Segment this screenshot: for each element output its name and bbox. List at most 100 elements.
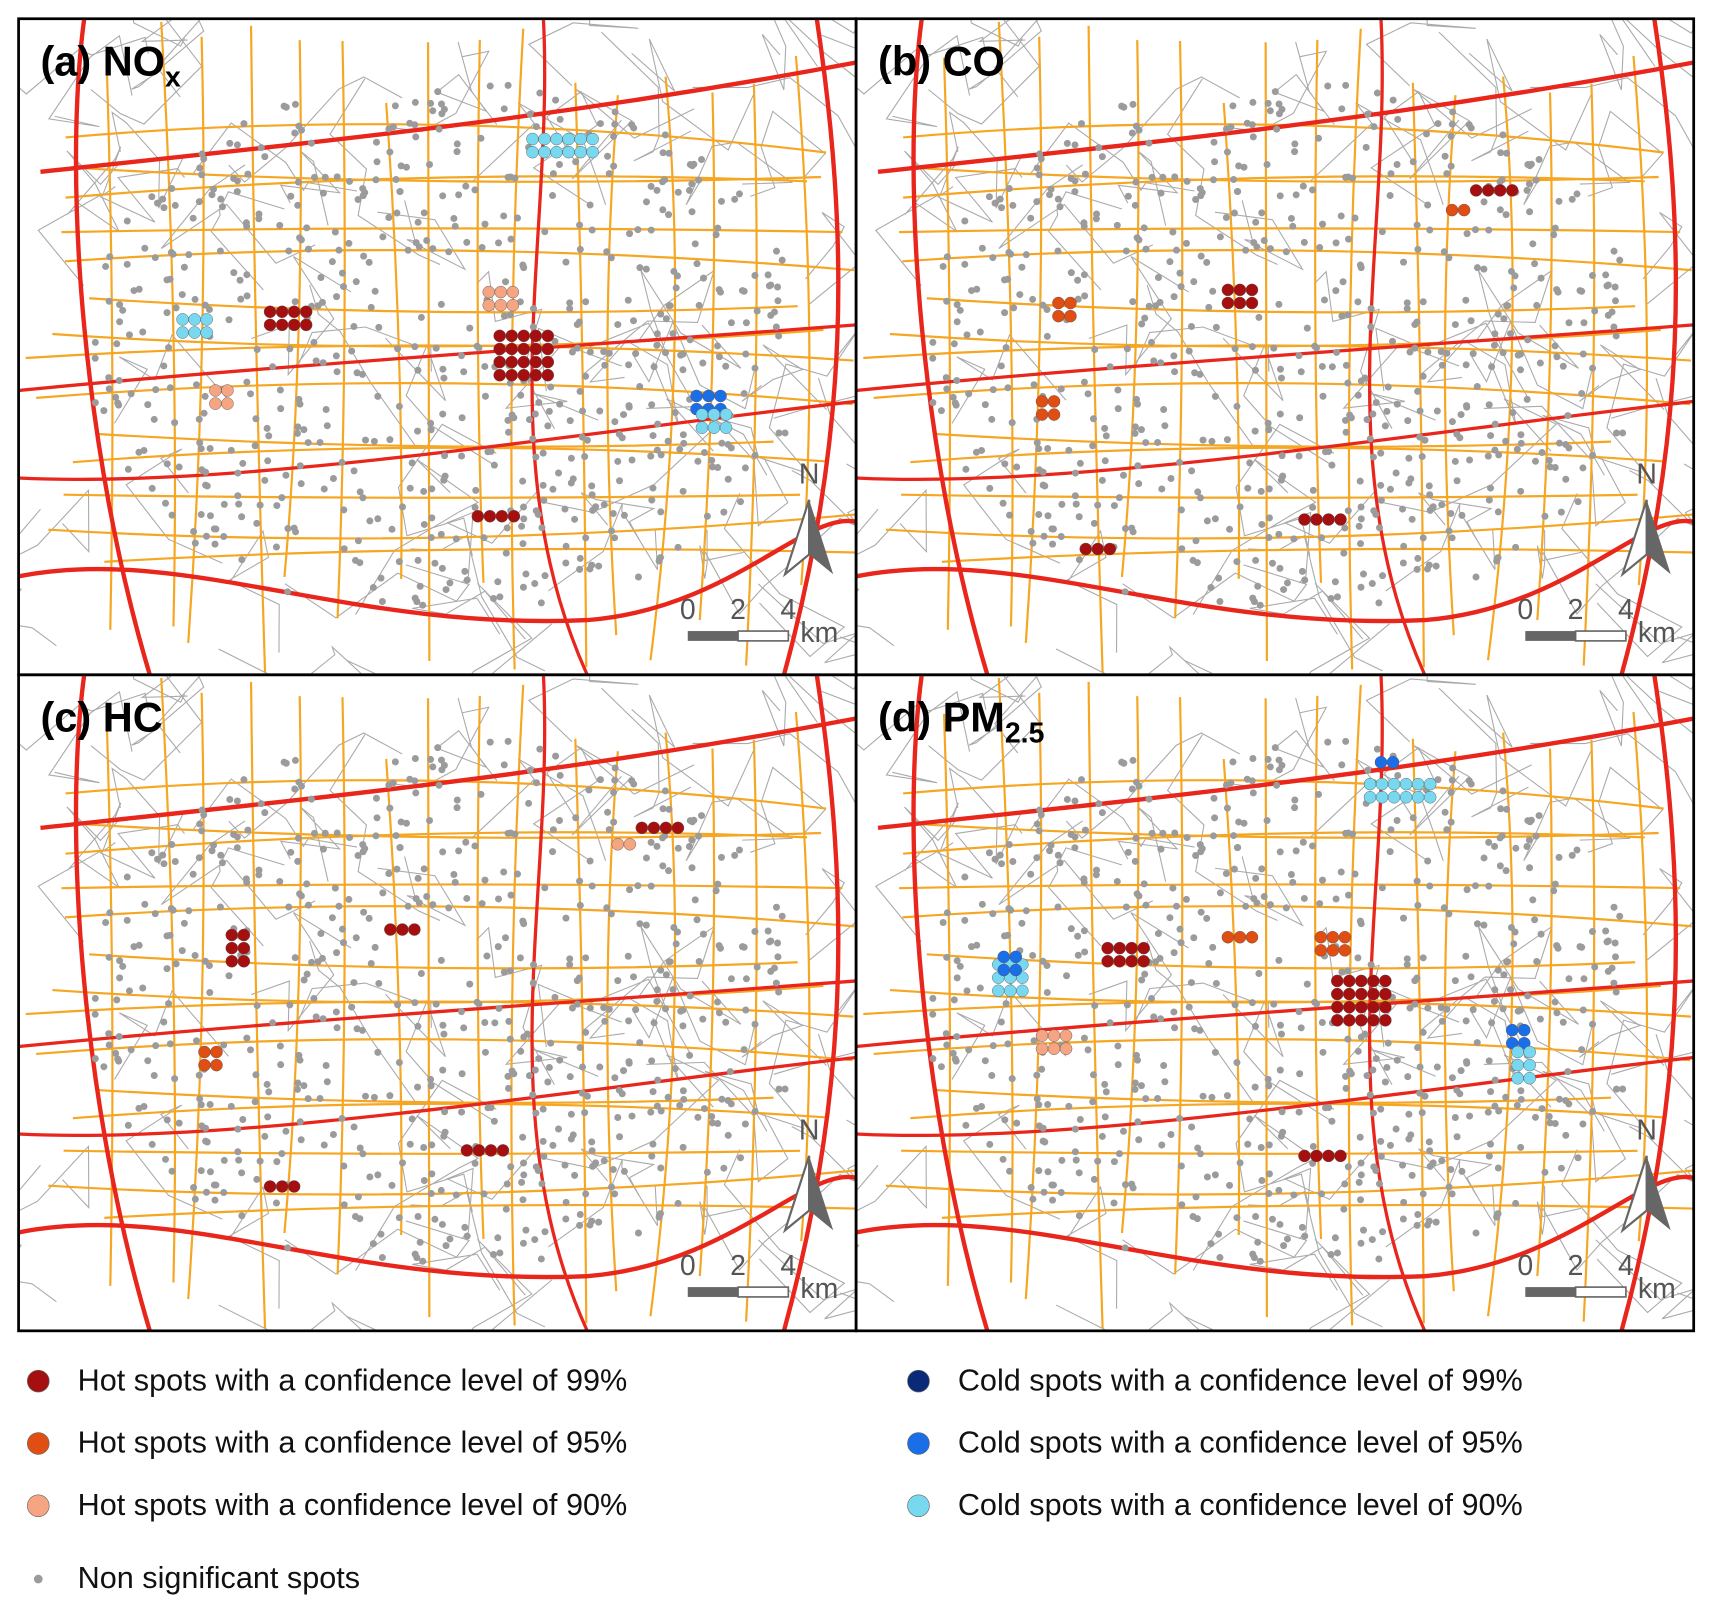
spot <box>1008 419 1016 427</box>
road-minor <box>279 150 342 226</box>
road-minor <box>1587 110 1664 197</box>
spot <box>462 182 470 190</box>
spot <box>731 195 739 203</box>
hotspot <box>299 318 313 332</box>
spot <box>483 952 491 960</box>
spot <box>428 485 436 493</box>
spot <box>693 916 701 924</box>
spot <box>264 457 272 465</box>
spot <box>1094 501 1102 509</box>
spot <box>1497 149 1505 157</box>
spot <box>1495 1107 1503 1115</box>
spot <box>171 201 179 209</box>
spot <box>1236 503 1244 511</box>
spot <box>417 313 425 321</box>
spot <box>1300 238 1308 246</box>
hotspot <box>299 305 313 319</box>
spot <box>124 465 132 473</box>
road-highway <box>40 716 857 831</box>
road-highway <box>18 1174 857 1280</box>
spot <box>1258 865 1266 873</box>
spot <box>686 336 694 344</box>
spot <box>348 1003 356 1011</box>
spot <box>294 178 302 186</box>
spot <box>201 392 209 400</box>
spot <box>1517 431 1525 439</box>
scale-label: 4 <box>780 594 796 626</box>
spot <box>239 459 247 467</box>
spot <box>624 952 632 960</box>
road-minor <box>1536 1185 1582 1235</box>
spot <box>685 842 693 850</box>
spot <box>466 324 474 332</box>
hotspot <box>1331 1014 1344 1027</box>
spot <box>168 841 176 849</box>
spot <box>722 362 730 370</box>
spot <box>1048 1181 1056 1189</box>
spot <box>1279 1128 1287 1136</box>
spot <box>751 928 759 936</box>
spot <box>1316 244 1324 252</box>
spot <box>412 789 420 797</box>
spot <box>588 226 596 234</box>
road-arterial <box>920 823 1659 839</box>
spot <box>320 485 328 493</box>
hotspot <box>287 1180 301 1193</box>
road-minor <box>1192 1114 1317 1271</box>
spot <box>737 1154 745 1162</box>
spot <box>333 949 341 957</box>
spot <box>1403 305 1411 313</box>
road-minor <box>1365 674 1476 743</box>
spot <box>536 89 544 97</box>
spot <box>1354 1047 1362 1055</box>
road-highway <box>781 674 841 1331</box>
spot <box>1074 951 1082 959</box>
spot <box>991 855 999 863</box>
spot <box>1375 1255 1383 1263</box>
road-minor <box>47 34 133 128</box>
spot <box>1394 115 1402 123</box>
spot <box>677 1007 685 1015</box>
hotspot <box>1399 791 1413 804</box>
spot <box>1453 477 1461 485</box>
spot <box>1121 1181 1129 1189</box>
spot <box>1562 475 1570 483</box>
spot <box>1448 776 1456 784</box>
spot <box>775 332 783 340</box>
spot <box>1177 506 1185 514</box>
spot <box>1159 173 1167 181</box>
hotspot <box>1314 930 1328 944</box>
spot <box>395 1058 403 1066</box>
spot <box>1551 880 1559 888</box>
spot <box>1387 170 1395 178</box>
spot <box>319 189 327 197</box>
spot <box>549 192 557 200</box>
spot <box>1463 230 1471 238</box>
spot <box>322 405 330 413</box>
spot <box>526 416 534 424</box>
legend-marker <box>27 1494 50 1518</box>
road-minor <box>968 18 1042 90</box>
spot <box>312 1013 320 1021</box>
spot <box>1075 1212 1083 1220</box>
spot <box>1071 177 1079 185</box>
spot <box>296 890 304 898</box>
spot <box>1043 332 1051 340</box>
spot <box>1565 975 1573 983</box>
spot <box>1354 954 1362 962</box>
spot <box>1185 347 1193 355</box>
spot <box>353 1025 361 1033</box>
spot <box>1075 556 1083 564</box>
spot <box>322 1062 330 1070</box>
spot <box>1480 854 1488 862</box>
spot <box>244 170 252 178</box>
spot <box>1532 176 1540 184</box>
spot <box>1080 1034 1088 1042</box>
spot <box>159 851 167 859</box>
spot <box>1332 895 1340 903</box>
spot <box>495 1004 503 1012</box>
road-minor <box>783 18 857 67</box>
spot <box>616 1133 624 1141</box>
spot <box>578 433 586 441</box>
spot <box>1578 390 1586 398</box>
